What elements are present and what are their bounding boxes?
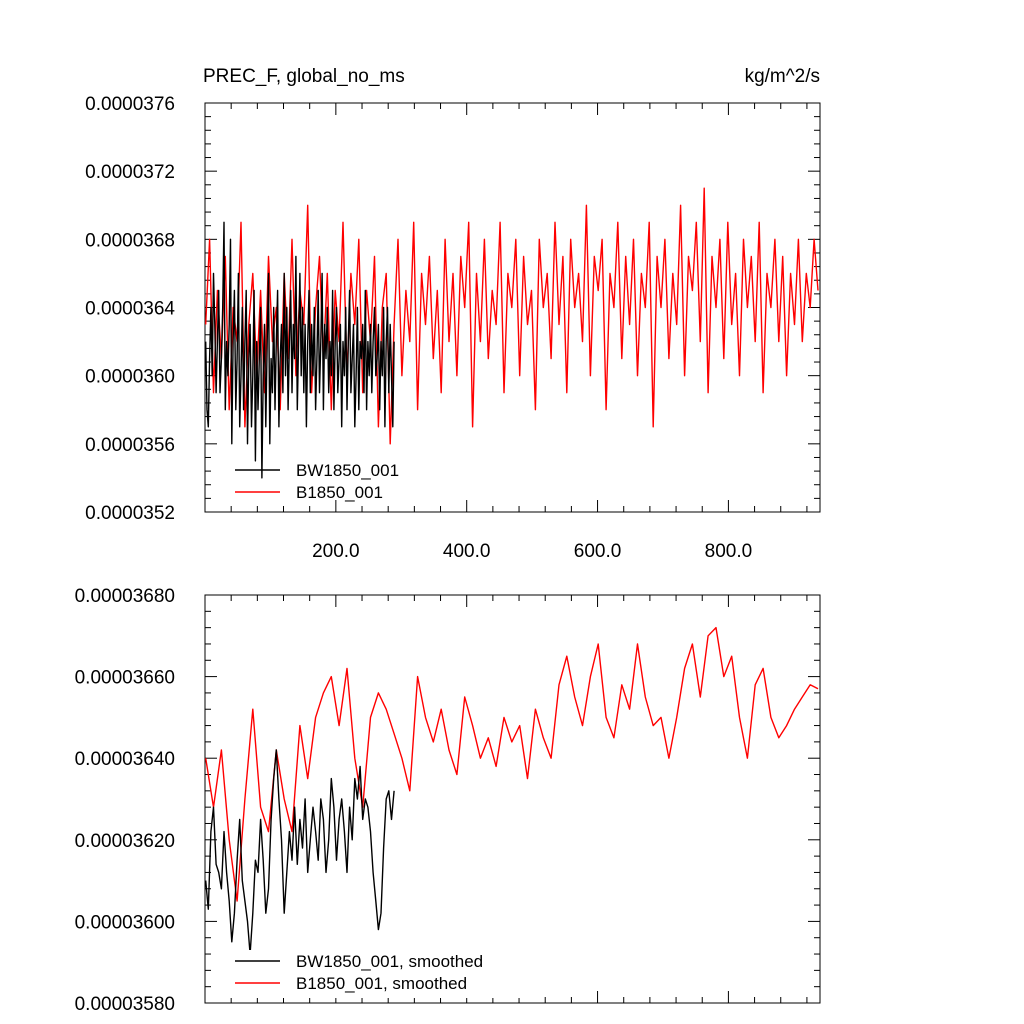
bottom-legend: BW1850_001, smoothed B1850_001, smoothed: [225, 950, 535, 998]
y-tick-label: 0.00003620: [75, 831, 175, 852]
top-x-tick-labels: 200.0 400.0 600.0 800.0: [312, 541, 752, 562]
x-tick-label: 600.0: [574, 541, 622, 562]
y-tick-label: 0.0000364: [85, 299, 175, 320]
x-tick-label: 200.0: [312, 541, 360, 562]
y-tick-label: 0.0000376: [85, 94, 175, 115]
y-tick-label: 0.00003600: [75, 912, 175, 933]
series-line-b1850-001: [205, 187, 819, 445]
top-y-tick-labels: 0.0000376 0.0000372 0.0000368 0.0000364 0.00…: [85, 94, 175, 524]
top-series-lines: [205, 187, 819, 479]
x-tick-label: 800.0: [705, 541, 753, 562]
series-line-b1850-001-smoothed: [205, 626, 819, 902]
legend-label-b1850: B1850_001: [296, 483, 383, 502]
y-tick-label: 0.00003580: [75, 994, 175, 1015]
top-panel: PREC_F, global_no_ms kg/m^2/s 0.00003760…: [85, 66, 821, 562]
y-tick-label: 0.00003640: [75, 749, 175, 770]
y-tick-label: 0.0000372: [85, 162, 175, 183]
top-legend: BW1850_001 B1850_001: [235, 461, 399, 502]
x-tick-label: 400.0: [443, 541, 491, 562]
series-line-bw1850-001-smoothed: [205, 749, 395, 955]
legend-label-b1850-smoothed: B1850_001, smoothed: [296, 974, 467, 993]
y-tick-label: 0.00003680: [75, 586, 175, 607]
series-line-bw1850-001: [205, 221, 395, 479]
y-tick-label: 0.0000368: [85, 230, 175, 251]
bottom-plot-frame: [204, 594, 821, 1004]
bottom-series-lines: [205, 626, 819, 955]
bottom-y-tick-labels: 0.00003680 0.00003660 0.00003640 0.00003620…: [75, 586, 175, 1015]
y-tick-label: 0.00003660: [75, 668, 175, 689]
y-tick-label: 0.0000356: [85, 435, 175, 456]
y-tick-label: 0.0000360: [85, 367, 175, 388]
legend-label-bw1850-smoothed: BW1850_001, smoothed: [296, 952, 483, 971]
units-label: kg/m^2/s: [745, 66, 820, 87]
y-tick-label: 0.0000352: [85, 503, 175, 524]
bottom-panel: 0.00003680 0.00003660 0.00003640 0.00003620…: [75, 586, 821, 1015]
chart-title: PREC_F, global_no_ms: [203, 66, 405, 87]
legend-label-bw1850: BW1850_001: [296, 461, 399, 480]
bottom-tick-marks: [204, 594, 820, 1004]
legend-background: [225, 950, 535, 998]
